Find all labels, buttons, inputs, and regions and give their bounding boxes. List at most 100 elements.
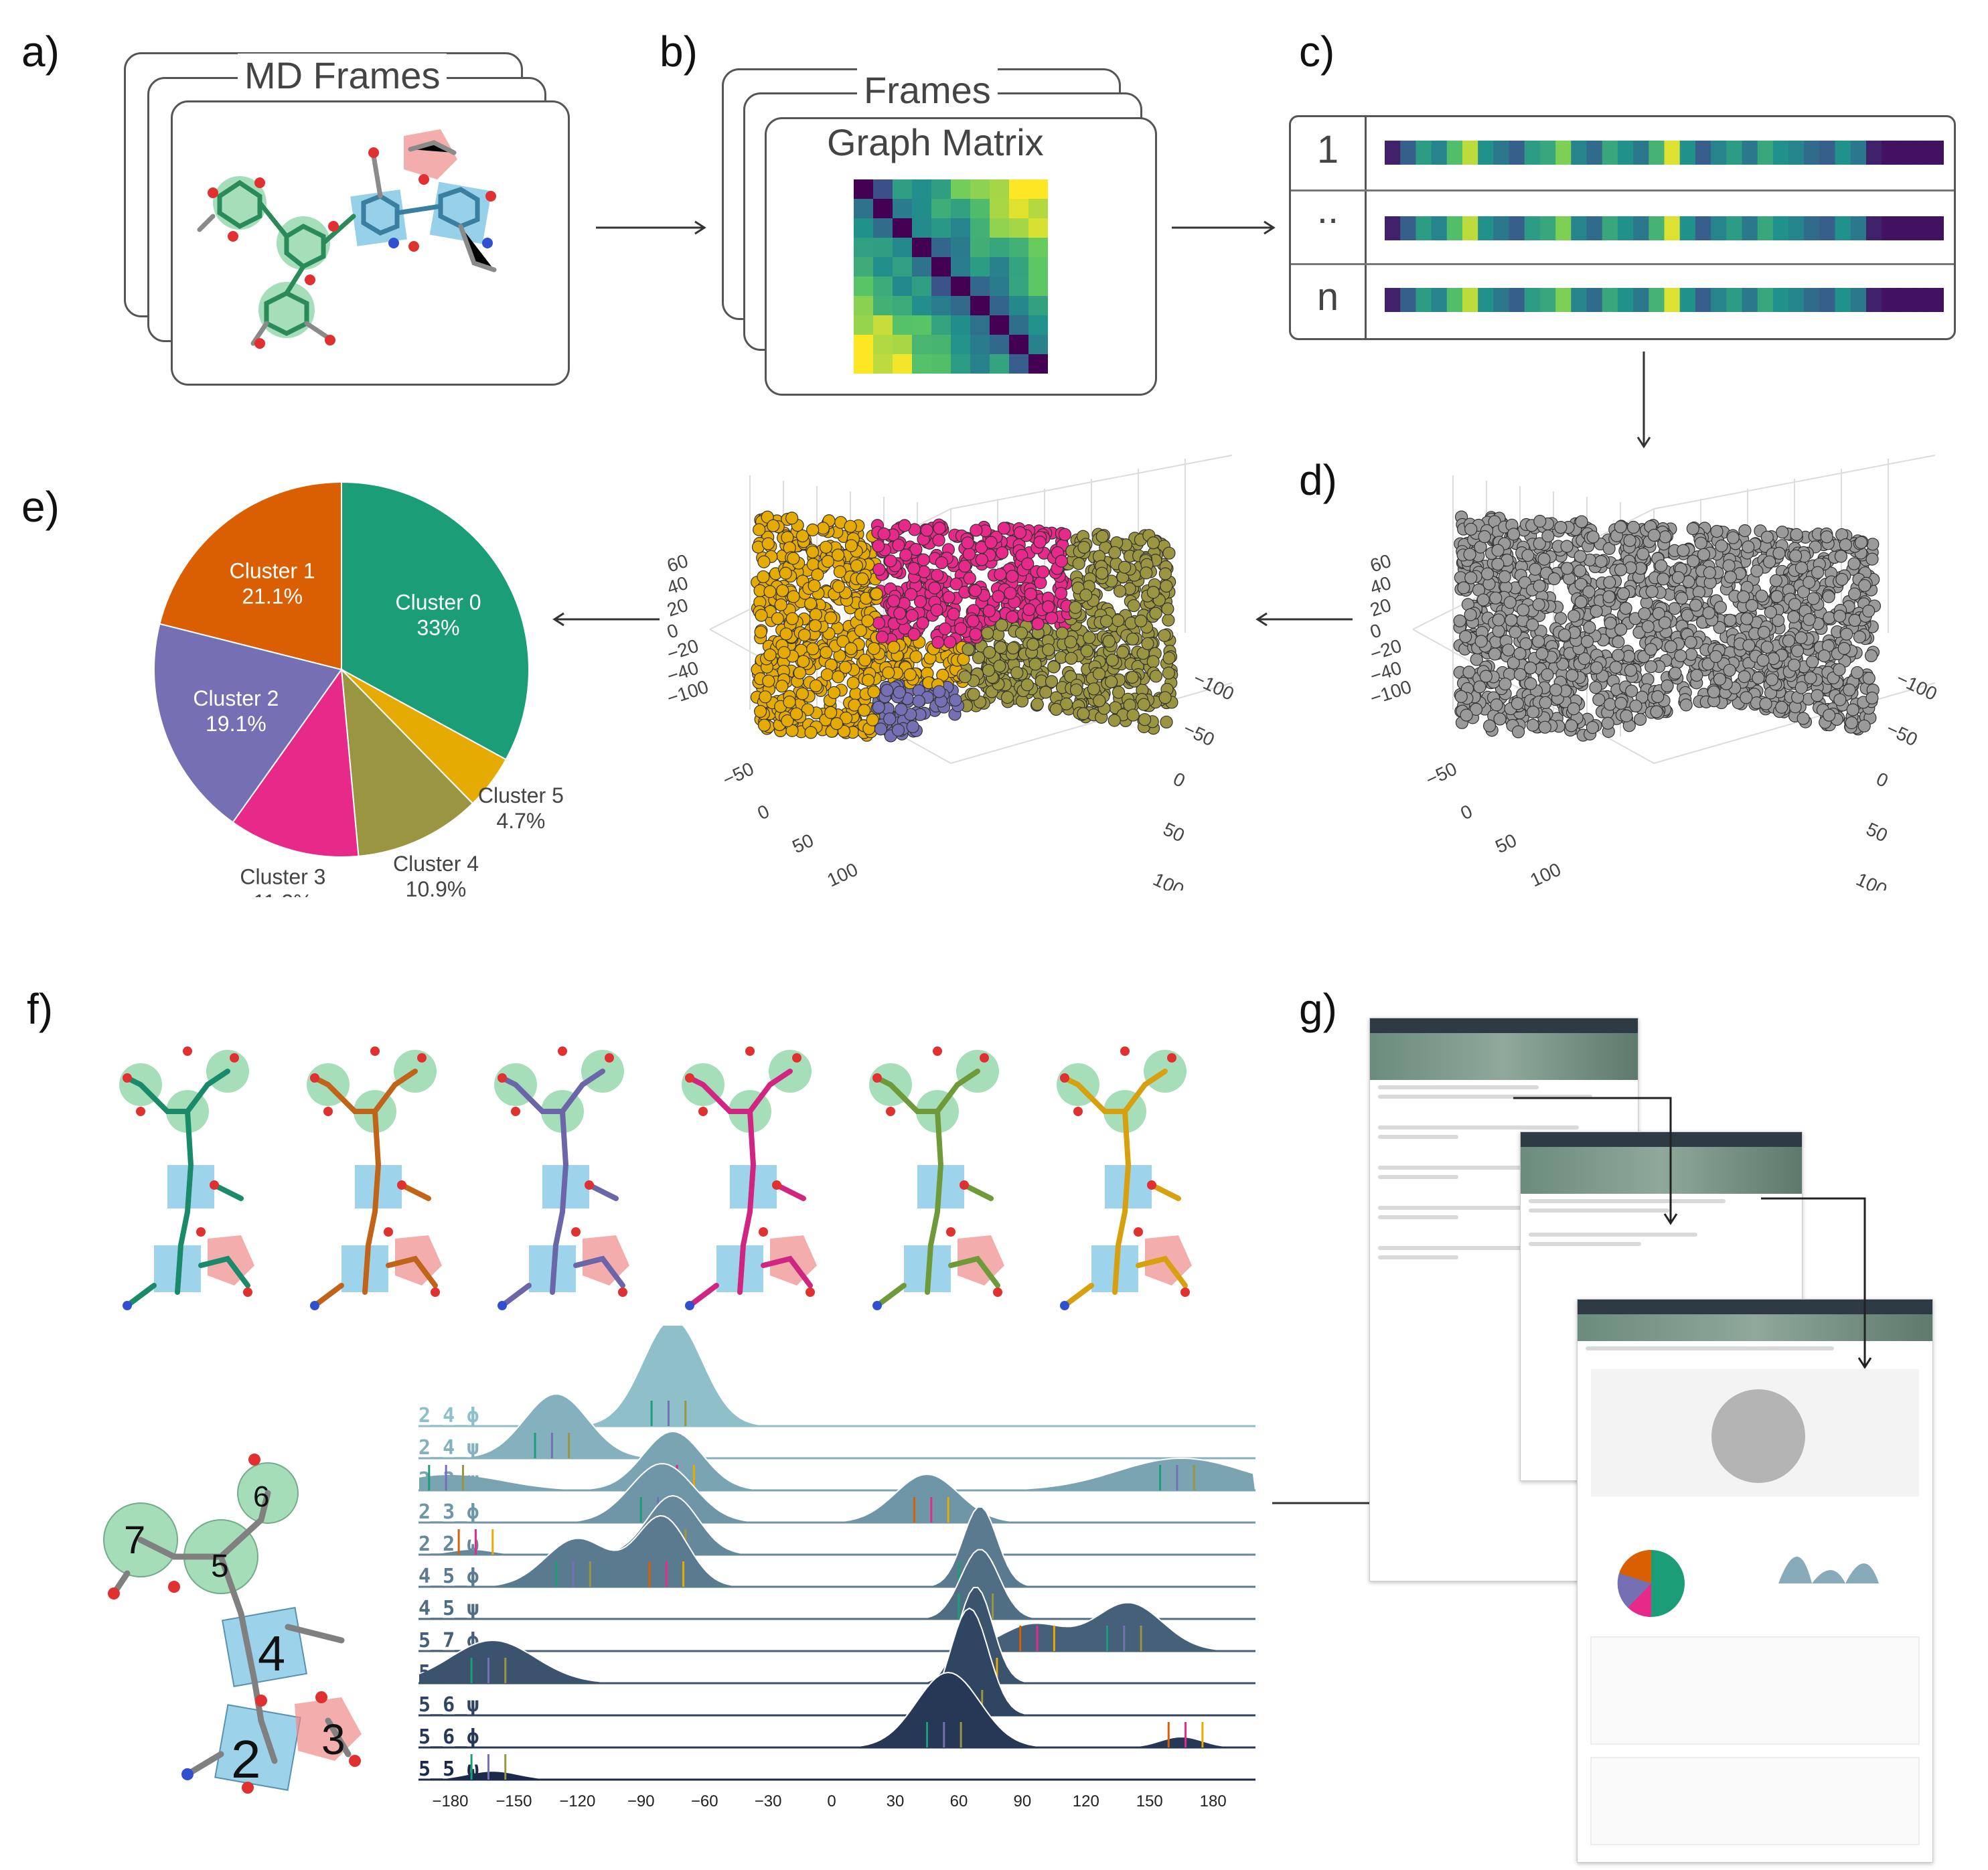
y-tick-label: 0 [754,801,772,824]
vector-cell [1819,216,1836,240]
panel-label-c: c) [1299,27,1335,76]
scatter-point [966,614,980,628]
y-tick-label: −50 [1422,758,1460,790]
pie-percent-cluster-5: 4.7% [496,809,545,833]
scatter-point [1099,615,1114,628]
ridge-density [418,1770,1255,1780]
scatter-point [785,612,799,625]
scatter-point [861,614,874,627]
scatter-point [1601,716,1614,730]
scatter-point [1560,540,1574,553]
scatter-point [1565,669,1579,682]
y-tick-label: 50 [789,830,816,857]
scatter-point [905,588,918,601]
pie-percent-cluster-2: 19.1% [206,712,266,736]
heatmap-cell [931,238,951,257]
y-tick-label: −50 [719,758,757,790]
scatter-point [1775,700,1788,714]
vector-cell [1912,288,1929,312]
scatter-point [906,720,919,734]
svg-text:3: 3 [321,1715,346,1764]
scatter-point [1065,651,1078,665]
heatmap-cell [854,335,873,354]
scatter-point [1823,611,1836,625]
vector-cell [1711,141,1727,165]
scatter-point [1532,598,1545,611]
scatter-point [1141,637,1154,650]
scatter-point [1848,587,1861,601]
scatter-point [1840,627,1853,641]
vector-cell [1788,141,1805,165]
x-tick-label: −50 [1883,718,1920,750]
scatter-point [820,668,834,682]
scatter-point [1060,697,1073,710]
scatter-point [1565,719,1578,732]
scatter-point [1686,522,1699,536]
ridge-x-tick: −150 [495,1792,532,1810]
scatter-point [775,584,789,597]
heatmap-cell [854,179,873,199]
vector-index-ellipsis: .. [1316,188,1339,232]
scatter-point [1858,578,1871,593]
scatter-point [984,536,998,549]
scatter-point [1803,613,1816,626]
x-tick-label: 0 [1170,768,1188,791]
heatmap-cell [1009,199,1028,218]
scatter-point [1030,698,1044,711]
ridge-label: 2_4_ϕ [418,1404,479,1427]
scatter-point [1072,557,1085,570]
vector-cell [1602,216,1618,240]
scatter-point [806,523,820,537]
scatter-point [1757,625,1770,639]
scatter-point [1118,560,1132,574]
scatter-point [795,687,809,700]
scatter-point [779,627,793,641]
scatter-point [1645,643,1658,656]
scatter-point [1702,606,1715,620]
vector-cell [1835,288,1851,312]
scatter-point [1006,570,1019,583]
scatter-point [1713,621,1726,634]
scatter-point [816,522,830,535]
scatter-point [884,554,897,568]
heatmap-cell [1028,296,1048,315]
scatter-point [1521,548,1535,562]
scatter-point [1626,520,1640,534]
scatter-point [1161,602,1174,615]
scatter-point [836,635,850,648]
scatter-point [1031,617,1045,631]
scatter-point [875,630,889,644]
scatter-point [899,548,913,562]
scatter-point [969,584,982,597]
ridge-label: 4_5_ψ [418,1597,479,1620]
scatter-point [1507,528,1521,541]
scatter-point [1079,589,1093,602]
ridge-density [418,1506,1255,1587]
heatmap-cell [990,277,1009,296]
scatter-point [1603,576,1616,589]
scatter-point [909,543,923,556]
pie-slice-cluster-4 [340,668,474,857]
scatter-point [870,587,883,601]
vector-cell [1819,141,1836,165]
scatter-point [1865,552,1879,566]
vector-cell [1462,141,1478,165]
scatter-point [1459,630,1472,643]
scatter-point [1603,698,1617,711]
pie-percent-cluster-4: 10.9% [406,877,467,897]
scatter-point [1116,645,1130,659]
scatter-point [1796,712,1810,725]
scatter-point [1149,607,1162,620]
panel-label-f: f) [27,985,54,1033]
z-tick-label: 20 [1367,595,1393,621]
vector-cell [1602,141,1618,165]
scatter-point [832,548,845,562]
scatter-point [1862,605,1876,618]
scatter-point [839,661,852,674]
vector-cell [1726,141,1742,165]
scatter-point [1589,681,1602,694]
vector-cell [1493,141,1510,165]
scatter-point [1742,540,1755,554]
vector-cell [1586,141,1603,165]
panel-label-a: a) [21,27,60,76]
